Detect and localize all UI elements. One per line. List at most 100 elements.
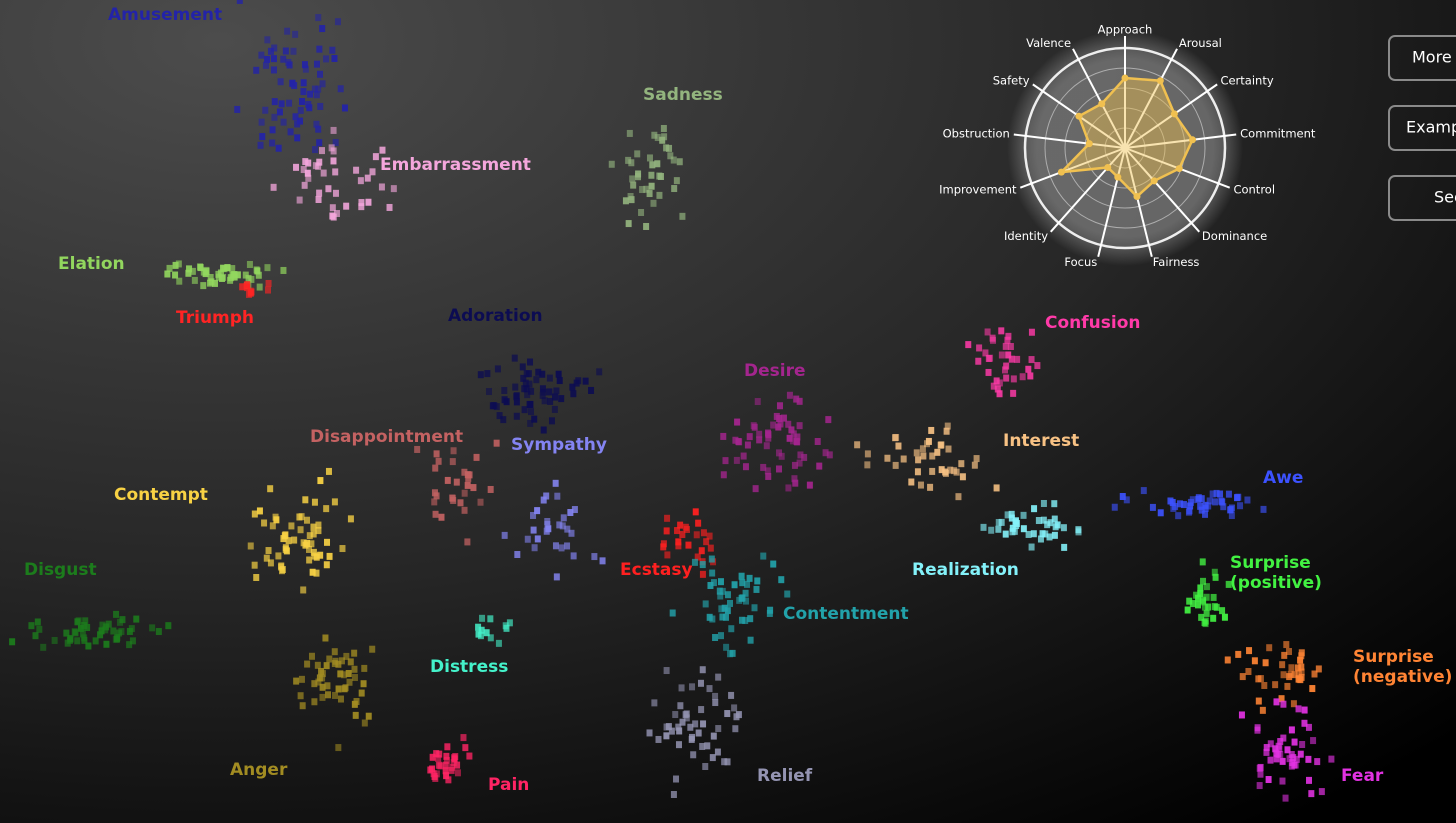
point bbox=[893, 433, 900, 441]
point bbox=[264, 55, 271, 63]
radar-axis-label: Focus bbox=[1064, 255, 1097, 269]
point bbox=[324, 538, 331, 546]
radar-spoke bbox=[1124, 48, 1178, 149]
point bbox=[1044, 521, 1051, 529]
point bbox=[1262, 659, 1269, 667]
point bbox=[1285, 647, 1292, 655]
point bbox=[543, 492, 550, 500]
point bbox=[539, 391, 546, 399]
point bbox=[512, 383, 519, 391]
point bbox=[487, 615, 494, 623]
point bbox=[663, 667, 670, 675]
point bbox=[234, 271, 241, 279]
point bbox=[323, 55, 330, 63]
point bbox=[556, 521, 563, 529]
point bbox=[462, 744, 469, 752]
point bbox=[513, 398, 520, 406]
point bbox=[335, 660, 342, 668]
radar-spoke bbox=[1013, 133, 1126, 149]
point bbox=[1273, 755, 1280, 763]
point bbox=[332, 691, 339, 699]
point bbox=[155, 628, 162, 636]
button[interactable]: See bbox=[1388, 175, 1456, 221]
point bbox=[1225, 580, 1232, 588]
point bbox=[976, 344, 983, 352]
point bbox=[75, 617, 82, 625]
point bbox=[1199, 558, 1206, 566]
point bbox=[301, 181, 308, 189]
point bbox=[320, 169, 327, 177]
button[interactable]: More bbox=[1388, 35, 1456, 81]
point bbox=[247, 542, 254, 550]
point bbox=[1047, 519, 1054, 527]
point bbox=[1027, 372, 1034, 380]
point bbox=[797, 451, 804, 459]
point bbox=[494, 365, 501, 373]
point bbox=[253, 266, 260, 274]
radar-axis-label: Arousal bbox=[1179, 36, 1222, 50]
point bbox=[282, 531, 289, 539]
point bbox=[267, 485, 274, 493]
point bbox=[234, 105, 241, 113]
point bbox=[712, 692, 719, 700]
point bbox=[186, 265, 193, 273]
point bbox=[1042, 530, 1049, 538]
point bbox=[103, 640, 110, 648]
point bbox=[689, 733, 696, 741]
point bbox=[457, 499, 464, 507]
point bbox=[40, 643, 47, 651]
point bbox=[747, 615, 754, 623]
point bbox=[689, 683, 696, 691]
button-label: See bbox=[1434, 188, 1456, 207]
point bbox=[551, 405, 558, 413]
point bbox=[317, 70, 324, 78]
point bbox=[790, 437, 797, 445]
point bbox=[1290, 700, 1297, 708]
point bbox=[323, 561, 330, 569]
point bbox=[675, 542, 682, 550]
point bbox=[540, 426, 547, 434]
point bbox=[712, 634, 719, 642]
radar-spoke bbox=[1097, 147, 1126, 257]
point bbox=[341, 685, 348, 693]
point bbox=[938, 466, 945, 474]
point bbox=[450, 447, 457, 455]
point bbox=[699, 561, 706, 569]
radar-spoke bbox=[1049, 147, 1126, 233]
point bbox=[224, 264, 231, 272]
point bbox=[735, 438, 742, 446]
label-line: Surprise bbox=[1230, 553, 1311, 573]
point bbox=[267, 47, 274, 55]
point bbox=[738, 594, 745, 602]
point bbox=[306, 556, 313, 564]
point bbox=[760, 463, 767, 471]
point bbox=[436, 750, 443, 758]
point bbox=[1031, 505, 1038, 513]
point bbox=[742, 617, 749, 625]
label-line: Surprise bbox=[1353, 647, 1434, 667]
point bbox=[286, 61, 293, 69]
point bbox=[300, 79, 307, 87]
point bbox=[1287, 670, 1294, 678]
point bbox=[1002, 530, 1009, 538]
point bbox=[345, 670, 352, 678]
point bbox=[351, 649, 358, 657]
point bbox=[280, 55, 287, 63]
point bbox=[660, 124, 667, 132]
point bbox=[313, 120, 320, 128]
point bbox=[172, 271, 179, 279]
point bbox=[323, 662, 330, 670]
point bbox=[654, 134, 661, 142]
point bbox=[236, 0, 243, 4]
point bbox=[470, 484, 477, 492]
point bbox=[265, 547, 272, 555]
point bbox=[628, 196, 635, 204]
emotion-label: Relief bbox=[757, 766, 813, 786]
point bbox=[770, 560, 777, 568]
point bbox=[1279, 757, 1286, 765]
button[interactable]: Exampl bbox=[1388, 105, 1456, 151]
point bbox=[311, 85, 318, 93]
point bbox=[315, 14, 322, 22]
point bbox=[9, 638, 16, 646]
